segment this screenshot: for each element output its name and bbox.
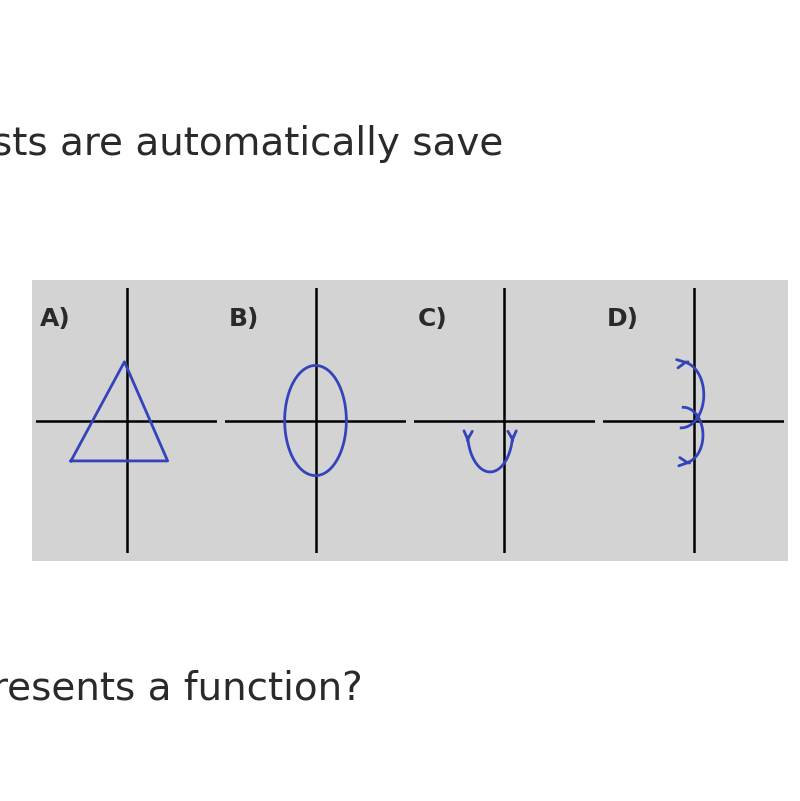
Text: D): D) <box>607 307 639 331</box>
Text: B): B) <box>229 307 259 331</box>
Text: sts are automatically save: sts are automatically save <box>0 125 503 163</box>
Text: C): C) <box>418 307 448 331</box>
Text: A): A) <box>40 307 71 331</box>
Text: resents a function?: resents a function? <box>0 670 362 708</box>
